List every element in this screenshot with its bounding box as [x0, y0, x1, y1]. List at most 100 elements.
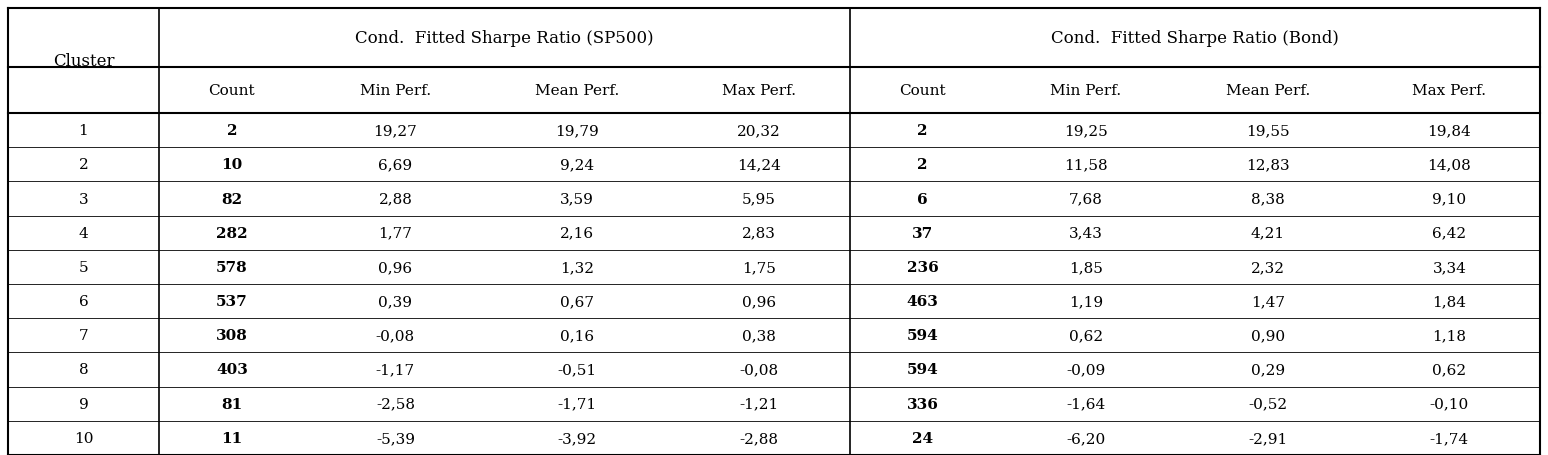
Text: 6: 6	[916, 192, 927, 206]
Text: 2: 2	[916, 158, 927, 172]
Text: 0,96: 0,96	[378, 260, 412, 274]
Text: 0,38: 0,38	[741, 329, 776, 343]
Text: 1,47: 1,47	[1251, 294, 1285, 308]
Text: -2,91: -2,91	[1248, 431, 1288, 445]
Text: 1,19: 1,19	[1068, 294, 1104, 308]
Text: 3: 3	[79, 192, 88, 206]
Text: Cond.  Fitted Sharpe Ratio (Bond): Cond. Fitted Sharpe Ratio (Bond)	[1051, 30, 1339, 47]
Text: -1,74: -1,74	[1430, 431, 1469, 445]
Text: -1,64: -1,64	[1067, 397, 1105, 411]
Text: Max Perf.: Max Perf.	[721, 84, 796, 98]
Text: 2,16: 2,16	[560, 226, 594, 240]
Text: 0,90: 0,90	[1251, 329, 1285, 343]
Text: Min Perf.: Min Perf.	[359, 84, 430, 98]
Text: Mean Perf.: Mean Perf.	[536, 84, 619, 98]
Text: 594: 594	[907, 329, 938, 343]
Text: 308: 308	[215, 329, 248, 343]
Text: 3,59: 3,59	[560, 192, 594, 206]
Text: 20,32: 20,32	[737, 124, 780, 138]
Text: 0,67: 0,67	[560, 294, 594, 308]
Text: 19,55: 19,55	[1246, 124, 1289, 138]
Text: 11: 11	[221, 431, 243, 445]
Text: 19,79: 19,79	[556, 124, 599, 138]
Text: 282: 282	[217, 226, 248, 240]
Text: 9: 9	[79, 397, 88, 411]
Text: 10: 10	[221, 158, 243, 172]
Text: 7: 7	[79, 329, 88, 343]
Text: -2,88: -2,88	[740, 431, 779, 445]
Text: 19,84: 19,84	[1427, 124, 1471, 138]
Text: 1,75: 1,75	[741, 260, 776, 274]
Text: 1,85: 1,85	[1070, 260, 1102, 274]
Text: 12,83: 12,83	[1246, 158, 1289, 172]
Text: 4: 4	[79, 226, 88, 240]
Text: Mean Perf.: Mean Perf.	[1226, 84, 1310, 98]
Text: -0,08: -0,08	[376, 329, 415, 343]
Text: Cluster: Cluster	[53, 53, 115, 70]
Text: 0,16: 0,16	[560, 329, 594, 343]
Text: -6,20: -6,20	[1067, 431, 1105, 445]
Text: 336: 336	[907, 397, 938, 411]
Text: -1,17: -1,17	[376, 363, 415, 377]
Text: 0,39: 0,39	[378, 294, 412, 308]
Text: 1,84: 1,84	[1432, 294, 1466, 308]
Text: 3,43: 3,43	[1070, 226, 1102, 240]
Text: 3,34: 3,34	[1432, 260, 1466, 274]
Text: 9,24: 9,24	[560, 158, 594, 172]
Text: 1,32: 1,32	[560, 260, 594, 274]
Text: 463: 463	[907, 294, 938, 308]
Text: 0,96: 0,96	[741, 294, 776, 308]
Text: 7,68: 7,68	[1070, 192, 1102, 206]
Text: 578: 578	[217, 260, 248, 274]
Text: -0,08: -0,08	[740, 363, 779, 377]
Text: 2,88: 2,88	[378, 192, 412, 206]
Text: 19,27: 19,27	[373, 124, 418, 138]
Text: -0,10: -0,10	[1430, 397, 1469, 411]
Text: -1,71: -1,71	[557, 397, 596, 411]
Text: 82: 82	[221, 192, 243, 206]
Text: 236: 236	[907, 260, 938, 274]
Text: 1,77: 1,77	[378, 226, 412, 240]
Text: 8,38: 8,38	[1251, 192, 1285, 206]
Text: Count: Count	[209, 84, 255, 98]
Text: 1,18: 1,18	[1432, 329, 1466, 343]
Text: 14,08: 14,08	[1427, 158, 1471, 172]
Text: -2,58: -2,58	[376, 397, 415, 411]
Text: -0,51: -0,51	[557, 363, 596, 377]
Text: 2: 2	[226, 124, 237, 138]
Text: 403: 403	[215, 363, 248, 377]
Text: 2: 2	[916, 124, 927, 138]
Text: 1: 1	[79, 124, 88, 138]
Text: 0,29: 0,29	[1251, 363, 1285, 377]
Text: 9,10: 9,10	[1432, 192, 1466, 206]
Text: -5,39: -5,39	[376, 431, 415, 445]
Text: 6,69: 6,69	[378, 158, 412, 172]
Text: -1,21: -1,21	[740, 397, 779, 411]
Text: -0,09: -0,09	[1067, 363, 1105, 377]
Text: Max Perf.: Max Perf.	[1412, 84, 1486, 98]
Text: 594: 594	[907, 363, 938, 377]
Text: 6: 6	[79, 294, 88, 308]
Text: 2: 2	[79, 158, 88, 172]
Text: 10: 10	[74, 431, 93, 445]
Text: 37: 37	[912, 226, 933, 240]
Text: 8: 8	[79, 363, 88, 377]
Text: Min Perf.: Min Perf.	[1051, 84, 1121, 98]
Text: 537: 537	[217, 294, 248, 308]
Text: -0,52: -0,52	[1248, 397, 1288, 411]
Text: 2,32: 2,32	[1251, 260, 1285, 274]
Text: -3,92: -3,92	[557, 431, 596, 445]
Text: 24: 24	[912, 431, 933, 445]
Text: 4,21: 4,21	[1251, 226, 1285, 240]
Text: 81: 81	[221, 397, 243, 411]
Text: 6,42: 6,42	[1432, 226, 1466, 240]
Text: Count: Count	[899, 84, 946, 98]
Text: 0,62: 0,62	[1432, 363, 1466, 377]
Text: 5,95: 5,95	[741, 192, 776, 206]
Text: Cond.  Fitted Sharpe Ratio (SP500): Cond. Fitted Sharpe Ratio (SP500)	[354, 30, 653, 47]
Text: 19,25: 19,25	[1063, 124, 1108, 138]
Text: 5: 5	[79, 260, 88, 274]
Text: 11,58: 11,58	[1063, 158, 1108, 172]
Text: 0,62: 0,62	[1068, 329, 1104, 343]
Text: 14,24: 14,24	[737, 158, 780, 172]
